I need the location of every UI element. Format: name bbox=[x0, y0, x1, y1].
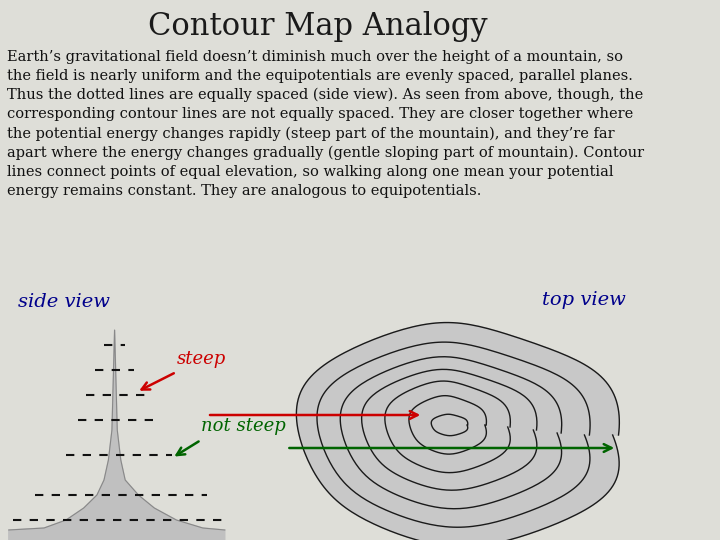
Text: top view: top view bbox=[542, 291, 626, 309]
Text: Contour Map Analogy: Contour Map Analogy bbox=[148, 10, 487, 42]
Text: steep: steep bbox=[176, 350, 225, 368]
Polygon shape bbox=[297, 322, 619, 540]
Text: side view: side view bbox=[17, 293, 109, 311]
Text: Earth’s gravitational field doesn’t diminish much over the height of a mountain,: Earth’s gravitational field doesn’t dimi… bbox=[7, 50, 644, 198]
Polygon shape bbox=[9, 330, 225, 540]
Text: not steep: not steep bbox=[201, 417, 286, 435]
